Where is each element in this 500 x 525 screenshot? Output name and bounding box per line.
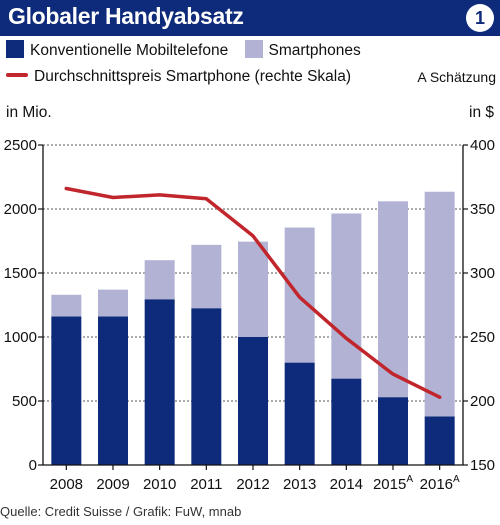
x-tick-label-2013: 2013 <box>283 476 316 493</box>
bar-conventional-2010 <box>144 299 175 465</box>
legend-row-bars: Konventionelle Mobiltelefone Smartphones <box>6 40 361 62</box>
right-tick-label-3: 300 <box>470 265 495 282</box>
left-tick-label-2: 1000 <box>4 329 37 346</box>
bar-conventional-2013 <box>284 362 315 465</box>
x-tick-label-2008: 2008 <box>50 476 83 493</box>
legend-swatch-price-line <box>6 73 28 77</box>
left-tick-label-3: 1500 <box>4 265 37 282</box>
bar-conventional-2008 <box>51 316 82 465</box>
x-tick-label-2012: 2012 <box>236 476 269 493</box>
right-tick-label-0: 150 <box>470 457 495 474</box>
chart-number-badge: 1 <box>466 4 494 32</box>
bar-conventional-2009 <box>98 316 128 465</box>
chart-svg: 0 500 1000 1500 2000 2500 150 200 250 300 350 400 20… <box>4 137 495 493</box>
x-tick-label-2011: 2011 <box>190 476 222 493</box>
bar-conventional-2014 <box>331 378 362 465</box>
left-tick-label-0: 0 <box>29 457 37 474</box>
right-tick-label-4: 350 <box>470 201 495 218</box>
left-tick-label-5: 2500 <box>4 137 37 154</box>
legend-swatch-conventional <box>6 40 24 58</box>
bar-smartphones-2008 <box>51 294 82 317</box>
right-tick-label-1: 200 <box>470 393 495 410</box>
x-tick-label-2015A: 2015A <box>373 474 413 493</box>
legend-label-price-line: Durchschnittspreis Smartphone (rechte Sk… <box>34 68 352 85</box>
right-axis-unit: in $ <box>469 104 494 121</box>
bar-conventional-2012 <box>238 337 268 465</box>
legend-label-conventional: Konventionelle Mobiltelefone <box>30 42 229 59</box>
bar-smartphones-2009 <box>98 289 128 317</box>
left-tick-label-4: 2000 <box>4 201 37 218</box>
right-tick-label-5: 400 <box>470 137 495 154</box>
title-bar: Globaler Handyabsatz 1 <box>0 0 500 36</box>
bar-smartphones-2016A <box>424 191 455 417</box>
bar-conventional-2011 <box>191 308 222 465</box>
bar-smartphones-2010 <box>144 260 175 300</box>
x-tick-label-2009: 2009 <box>96 476 129 493</box>
legend-label-smartphones: Smartphones <box>268 42 361 59</box>
bar-conventional-2016A <box>424 416 455 465</box>
right-tick-label-2: 250 <box>470 329 495 346</box>
left-tick-label-1: 500 <box>12 393 37 410</box>
chart-title: Globaler Handyabsatz <box>8 3 244 29</box>
x-tick-label-2014: 2014 <box>330 476 363 493</box>
legend-swatch-smartphones <box>244 40 263 58</box>
bar-conventional-2015A <box>378 397 408 465</box>
legend-row-line: Durchschnittspreis Smartphone (rechte Sk… <box>6 66 351 88</box>
x-tick-label-2010: 2010 <box>143 476 176 493</box>
bar-smartphones-2012 <box>238 241 268 337</box>
bar-smartphones-2011 <box>191 244 222 309</box>
legend-note: A Schätzung <box>417 69 496 85</box>
left-axis-unit: in Mio. <box>6 104 52 121</box>
x-tick-label-2016A: 2016A <box>420 474 460 493</box>
bar-smartphones-2014 <box>331 213 362 379</box>
source-footer: Quelle: Credit Suisse / Grafik: FuW, mna… <box>0 504 242 519</box>
